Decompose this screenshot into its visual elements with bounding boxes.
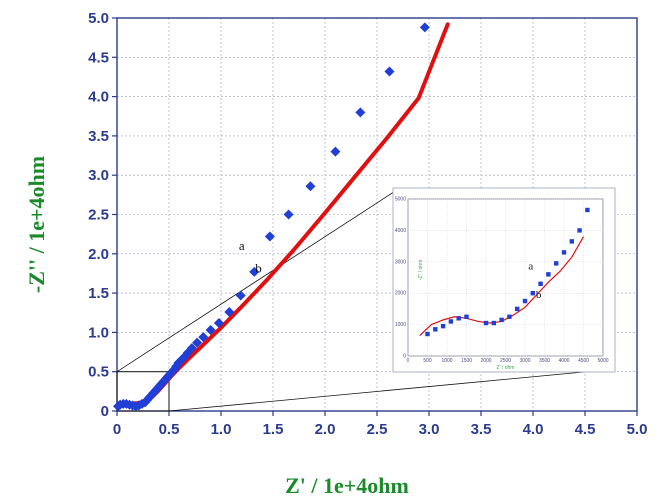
series-a-point <box>224 306 235 317</box>
inset-series-a-point <box>515 306 520 312</box>
inset-y-axis-title: -Z'' / ohm <box>418 260 424 281</box>
inset-x-tick-label: 3500 <box>539 358 550 364</box>
inset-y-tick-label: 2000 <box>395 291 406 297</box>
inset-y-tick-label: 4000 <box>395 228 406 234</box>
inset-series-a-point <box>561 250 567 255</box>
x-tick-label: 2.5 <box>367 421 388 438</box>
inset-y-tick-label: 5000 <box>395 197 406 203</box>
inset-series-a-point <box>522 298 528 304</box>
annotation-a: a <box>239 238 245 253</box>
x-tick-label: 1.0 <box>211 421 232 438</box>
y-tick-label: 1.0 <box>88 324 109 341</box>
inset-series-a-point <box>464 314 469 319</box>
y-axis-title: -Z'' / 1e+4ohm <box>24 156 49 293</box>
inset-x-tick-label: 0 <box>407 358 410 364</box>
inset-y-tick-label: 3000 <box>395 259 406 265</box>
series-a-point <box>355 107 366 118</box>
inset-series-a-point <box>538 281 543 286</box>
inset-x-tick-label: 2500 <box>500 358 511 364</box>
series-a-point <box>264 231 275 242</box>
series-a-point <box>283 209 294 220</box>
series-a-point <box>419 22 430 33</box>
y-tick-label: 0.5 <box>88 364 109 381</box>
inset-series-a-point <box>425 331 430 337</box>
series-a-point <box>186 343 197 354</box>
y-tick-label: 2.0 <box>88 246 109 263</box>
inset-series-a-point <box>456 316 461 321</box>
inset-annotation-a: a <box>528 261 533 273</box>
inset-series-a-point <box>546 272 551 277</box>
inset-series-a-point <box>491 320 496 326</box>
zoom-region-box <box>116 371 170 412</box>
inset-panel <box>392 187 616 373</box>
series-a-point <box>384 66 395 77</box>
inset-series-a-point <box>585 207 590 213</box>
inset-x-tick-label: 3000 <box>519 358 530 364</box>
x-tick-label: 3.0 <box>419 421 440 438</box>
zoom-leader-line-top <box>116 187 401 373</box>
series-a-point <box>192 337 203 348</box>
inset-x-tick-label: 2000 <box>480 358 491 364</box>
x-tick-label: 5.0 <box>627 421 648 438</box>
inset-series-a-point <box>440 323 446 329</box>
series-a-point <box>213 317 224 328</box>
series-a-point <box>249 266 260 277</box>
series-a-point <box>330 146 341 157</box>
series-a-point <box>205 325 216 336</box>
inset-x-tick-label: 1000 <box>441 358 452 364</box>
x-axis-title: Z' / 1e+4ohm <box>285 473 409 498</box>
series-a-point <box>235 290 246 301</box>
x-tick-label: 4.0 <box>523 421 544 438</box>
inset-x-tick-label: 4500 <box>578 358 589 364</box>
y-tick-label: 2.5 <box>88 207 109 224</box>
y-tick-label: 5.0 <box>88 10 109 27</box>
inset-series-a-point <box>433 327 438 332</box>
inset-series-a-point <box>499 317 504 323</box>
inset-series-a-point <box>448 319 454 324</box>
series-a-point <box>198 332 209 343</box>
inset-x-axis-title: Z' / ohm <box>497 365 515 371</box>
y-tick-label: 1.5 <box>88 285 109 302</box>
inset-series-a-point <box>577 228 582 233</box>
inset-series-a-point <box>569 239 574 244</box>
inset-series-a-point <box>530 291 535 296</box>
annotation-b: b <box>255 261 262 276</box>
series-a-point <box>305 181 316 192</box>
y-tick-label: 4.0 <box>88 89 109 106</box>
x-tick-label: 1.5 <box>263 421 284 438</box>
y-tick-label: 3.0 <box>88 167 109 184</box>
inset-chart: 0 1000 2000 3000 4000 5000 0 500 1000 1500 2000 250… <box>392 187 616 373</box>
zoom-leader-line-bottom <box>168 369 606 412</box>
inset-series-a-point <box>507 314 512 319</box>
x-tick-label: 2.0 <box>315 421 336 438</box>
x-tick-label: 0.5 <box>159 421 180 438</box>
series-a-group <box>113 22 430 412</box>
inset-x-tick-label: 4000 <box>558 358 569 364</box>
inset-series-a-point <box>554 261 559 266</box>
inset-x-tick-label: 1500 <box>461 358 472 364</box>
inset-x-tick-label: 5000 <box>597 358 608 364</box>
inset-annotation-b: b <box>536 289 542 301</box>
inset-series-a-point <box>483 320 489 326</box>
y-tick-label: 4.5 <box>88 49 109 66</box>
inset-y-tick-label: 0 <box>403 354 406 360</box>
x-tick-label: 0 <box>113 421 121 438</box>
y-tick-label: 0 <box>101 403 109 420</box>
inset-y-tick-label: 1000 <box>395 322 406 328</box>
inset-x-tick-label: 500 <box>423 358 432 364</box>
x-tick-label: 4.5 <box>575 421 596 438</box>
x-tick-label: 3.5 <box>471 421 492 438</box>
y-tick-label: 3.5 <box>88 128 109 145</box>
